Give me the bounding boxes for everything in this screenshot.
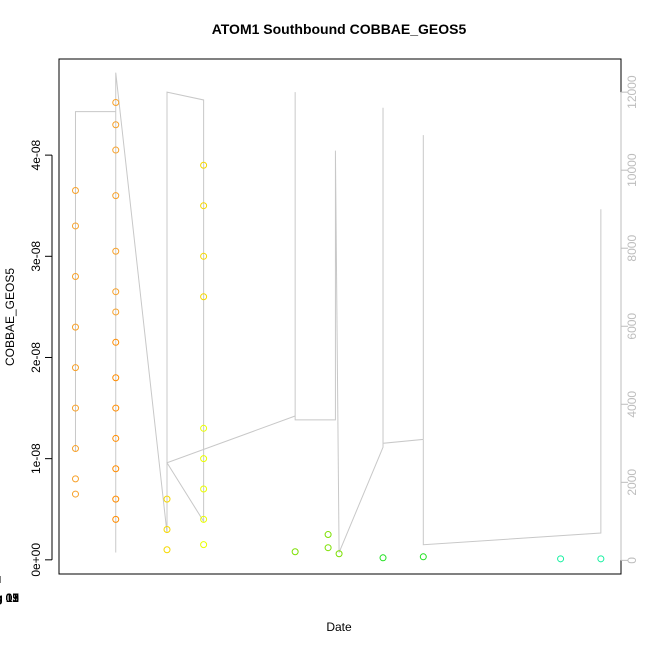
data-point: [163, 525, 171, 533]
data-point: [419, 553, 427, 561]
y-tick-label: 1e-08: [29, 443, 43, 474]
data-point: [324, 531, 332, 539]
data-point: [200, 541, 208, 549]
x-tick-label: Aug 03: [0, 591, 19, 605]
data-point: [163, 495, 171, 503]
x-tick-label: Aug 01: [0, 591, 19, 605]
data-point: [71, 404, 79, 412]
data-point: [557, 555, 565, 563]
data-point: [112, 308, 120, 316]
x-tick-label: Aug 07: [0, 591, 19, 605]
x-tick-label: Aug 05: [0, 591, 19, 605]
data-point: [112, 515, 120, 523]
right-y-tick-label: 8000: [625, 235, 639, 262]
right-y-tick-label: 6000: [625, 313, 639, 340]
data-point: [71, 187, 79, 195]
right-y-tick-label: 10000: [625, 153, 639, 187]
data-point: [112, 374, 120, 382]
data-point: [200, 202, 208, 210]
data-point: [200, 161, 208, 169]
data-point: [200, 293, 208, 301]
right-y-axis: 0 2000 4000 6000 8000 10000 12000: [620, 75, 639, 564]
data-point: [200, 455, 208, 463]
y-axis: 0e+00 1e-08 2e-08 3e-08 4e-08: [29, 139, 53, 577]
data-point: [597, 555, 605, 563]
data-point: [200, 515, 208, 523]
data-point: [71, 364, 79, 372]
data-point: [379, 554, 387, 562]
x-axis-title: Date: [326, 620, 352, 634]
x-tick-label: Aug 09: [0, 591, 19, 605]
altitude-trace: [74, 72, 602, 553]
data-point: [112, 99, 120, 107]
data-point: [112, 495, 120, 503]
data-point: [324, 544, 332, 552]
data-point: [112, 192, 120, 200]
x-axis: Aug 01Aug 03Aug 05Aug 07Aug 09Aug 11Aug …: [0, 576, 19, 605]
data-point: [200, 424, 208, 432]
data-point: [200, 485, 208, 493]
x-tick-label: Aug 13: [0, 591, 19, 605]
y-axis-title: COBBAE_GEOS5: [3, 268, 17, 366]
x-tick-label: Aug 11: [0, 591, 19, 605]
right-y-tick-label: 2000: [625, 469, 639, 496]
data-point: [71, 490, 79, 498]
data-point: [71, 475, 79, 483]
y-tick-label: 2e-08: [29, 342, 43, 373]
data-points: [71, 99, 605, 563]
y-tick-label: 4e-08: [29, 139, 43, 170]
y-tick-label: 0e+00: [29, 543, 43, 577]
data-point: [200, 252, 208, 260]
data-point: [335, 550, 343, 558]
data-point: [71, 273, 79, 281]
data-point: [112, 465, 120, 473]
chart-title: ATOM1 Southbound COBBAE_GEOS5: [212, 21, 467, 37]
data-point: [112, 247, 120, 255]
data-point: [291, 548, 299, 556]
data-point: [112, 404, 120, 412]
y-tick-label: 3e-08: [29, 241, 43, 272]
right-y-tick-label: 0: [625, 557, 639, 564]
data-point: [71, 323, 79, 331]
data-point: [112, 338, 120, 346]
right-y-tick-label: 4000: [625, 391, 639, 418]
data-point: [112, 288, 120, 296]
data-point: [112, 121, 120, 129]
data-point: [112, 434, 120, 442]
right-y-tick-label: 12000: [625, 75, 639, 109]
data-point: [112, 146, 120, 154]
data-point: [71, 222, 79, 230]
altitude-line: [74, 72, 602, 553]
data-point: [163, 546, 171, 554]
data-point: [71, 445, 79, 453]
